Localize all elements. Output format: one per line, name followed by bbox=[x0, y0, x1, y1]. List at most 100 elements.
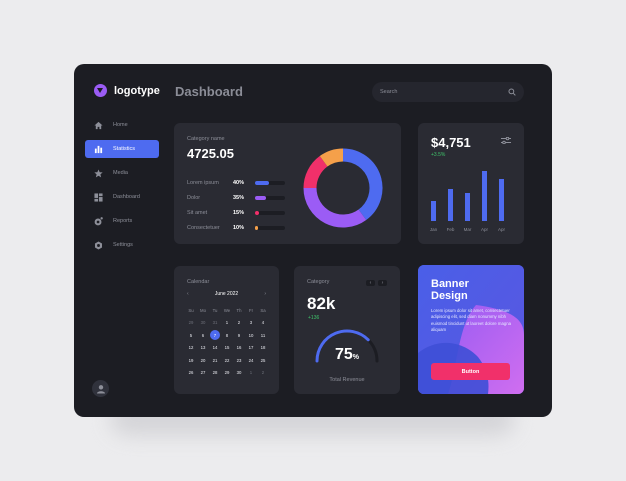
category-label: Category name bbox=[187, 136, 225, 142]
calendar-day[interactable]: 26 bbox=[185, 367, 197, 380]
category-row-name: Sit amet bbox=[187, 209, 208, 216]
category-row-name: Lorem ipsum bbox=[187, 179, 219, 186]
gauge-arc bbox=[315, 329, 379, 363]
gauge-caption: Total Revenue bbox=[329, 377, 365, 383]
calendar-day[interactable]: 11 bbox=[257, 329, 269, 342]
calendar-day[interactable]: 25 bbox=[257, 354, 269, 367]
revenue-value: $4,751 bbox=[431, 135, 471, 150]
donut-slice-3 bbox=[303, 156, 328, 189]
revenue-trend: +3.5% bbox=[431, 152, 446, 158]
calendar-day[interactable]: 23 bbox=[233, 354, 245, 367]
calendar-day[interactable]: 2 bbox=[233, 317, 245, 330]
calendar-day-number: 28 bbox=[212, 370, 218, 376]
revenue-bar bbox=[465, 193, 470, 221]
category-row: Dolor 35% bbox=[187, 190, 287, 205]
calendar-weekday: Su bbox=[188, 307, 194, 313]
gauge-trend: +136 bbox=[308, 315, 320, 321]
gauge-prev-button[interactable]: ‹ bbox=[366, 280, 375, 286]
sidebar-item-settings[interactable]: Settings bbox=[85, 236, 159, 254]
calendar-day-number: 30 bbox=[236, 370, 242, 376]
calendar-day[interactable]: 19 bbox=[185, 354, 197, 367]
calendar-day[interactable]: 12 bbox=[185, 342, 197, 355]
calendar-day[interactable]: 15 bbox=[221, 342, 233, 355]
banner-text: Lorem ipsum dolor sit amet, consectetuer… bbox=[431, 308, 512, 332]
gauge-progress bbox=[315, 329, 370, 363]
category-row-bar bbox=[255, 180, 285, 185]
category-row-bar bbox=[255, 210, 285, 215]
banner-button[interactable]: Button bbox=[431, 363, 510, 380]
calendar-day-number: 8 bbox=[225, 332, 229, 338]
category-card: Category name 4725.05 Lorem ipsum 40% Dolo… bbox=[174, 123, 401, 244]
calendar-day[interactable]: 20 bbox=[197, 354, 209, 367]
calendar-weekday: Sa bbox=[260, 307, 266, 313]
calendar-day[interactable]: 9 bbox=[233, 329, 245, 342]
sidebar-item-home[interactable]: Home bbox=[85, 116, 159, 134]
calendar-day-number: 23 bbox=[236, 357, 242, 363]
calendar-day-number: 6 bbox=[201, 332, 205, 338]
logo[interactable]: logotype bbox=[94, 84, 160, 97]
calendar-day[interactable]: 29 bbox=[185, 317, 197, 330]
calendar-next-button[interactable]: › bbox=[264, 291, 266, 297]
revenue-bar bbox=[499, 179, 504, 221]
gauge-next-button[interactable]: › bbox=[378, 280, 387, 286]
revenue-bar bbox=[448, 189, 453, 221]
category-value: 4725.05 bbox=[187, 146, 234, 161]
calendar-day[interactable]: 1 bbox=[245, 367, 257, 380]
filter-icon[interactable] bbox=[501, 137, 511, 144]
calendar-day[interactable]: 16 bbox=[233, 342, 245, 355]
bar-chart-icon bbox=[94, 145, 103, 154]
calendar-day[interactable]: 13 bbox=[197, 342, 209, 355]
page-title: Dashboard bbox=[175, 84, 243, 99]
calendar-day[interactable]: 29 bbox=[221, 367, 233, 380]
calendar-day-number: 9 bbox=[237, 332, 241, 338]
calendar-day[interactable]: 28 bbox=[209, 367, 221, 380]
calendar-weekday: Th bbox=[236, 307, 242, 313]
calendar-day[interactable]: 8 bbox=[221, 329, 233, 342]
calendar-day[interactable]: 14 bbox=[209, 342, 221, 355]
gear-icon bbox=[94, 240, 103, 250]
calendar-day-number: 13 bbox=[200, 345, 206, 351]
calendar-day[interactable]: 27 bbox=[197, 367, 209, 380]
search-icon[interactable] bbox=[508, 88, 516, 96]
calendar-day[interactable]: 3 bbox=[245, 317, 257, 330]
sidebar-item-dashboard[interactable]: Dashboard bbox=[85, 188, 159, 206]
calendar-day-number: 18 bbox=[260, 345, 266, 351]
search-input[interactable] bbox=[380, 89, 490, 95]
calendar-day-number: 29 bbox=[224, 370, 230, 376]
calendar-day[interactable]: 30 bbox=[197, 317, 209, 330]
calendar-day[interactable]: 2 bbox=[257, 367, 269, 380]
calendar-day[interactable]: 21 bbox=[209, 354, 221, 367]
search-bar[interactable] bbox=[372, 82, 524, 102]
calendar-day-number: 16 bbox=[236, 345, 242, 351]
avatar[interactable] bbox=[92, 380, 109, 397]
gauge-percent: 75% bbox=[335, 346, 359, 364]
calendar-day[interactable]: 30 bbox=[233, 367, 245, 380]
calendar-day-number: 30 bbox=[200, 320, 206, 326]
calendar-day-selected[interactable]: 7 bbox=[209, 329, 221, 342]
sidebar-item-reports[interactable]: Reports bbox=[85, 212, 159, 230]
gauge-label: Category bbox=[307, 279, 330, 285]
category-row-percent: 40% bbox=[233, 179, 245, 186]
calendar-day-number: 27 bbox=[200, 370, 206, 376]
calendar-day[interactable]: 24 bbox=[245, 354, 257, 367]
calendar-day[interactable]: 4 bbox=[257, 317, 269, 330]
sidebar-item-statistics[interactable]: Statistics bbox=[85, 140, 159, 158]
calendar-header: ‹ June 2022 › bbox=[187, 291, 266, 297]
calendar-day[interactable]: 5 bbox=[185, 329, 197, 342]
calendar-day[interactable]: 31 bbox=[209, 317, 221, 330]
revenue-bar-chart: Jan Feb Mar Apr Apr bbox=[430, 171, 505, 232]
calendar-day[interactable]: 17 bbox=[245, 342, 257, 355]
sidebar-item-label: Media bbox=[113, 170, 128, 176]
category-row-percent: 15% bbox=[233, 209, 245, 216]
sidebar-item-media[interactable]: Media bbox=[85, 164, 159, 182]
calendar-day[interactable]: 18 bbox=[257, 342, 269, 355]
calendar-label: Calendar bbox=[187, 279, 210, 285]
calendar-day[interactable]: 1 bbox=[221, 317, 233, 330]
calendar-day[interactable]: 10 bbox=[245, 329, 257, 342]
category-row: Lorem ipsum 40% bbox=[187, 175, 287, 190]
sidebar-item-label: Dashboard bbox=[113, 194, 140, 200]
calendar-prev-button[interactable]: ‹ bbox=[187, 291, 189, 297]
calendar-day[interactable]: 22 bbox=[221, 354, 233, 367]
calendar-day[interactable]: 6 bbox=[197, 329, 209, 342]
calendar-day-number: 11 bbox=[260, 332, 266, 338]
